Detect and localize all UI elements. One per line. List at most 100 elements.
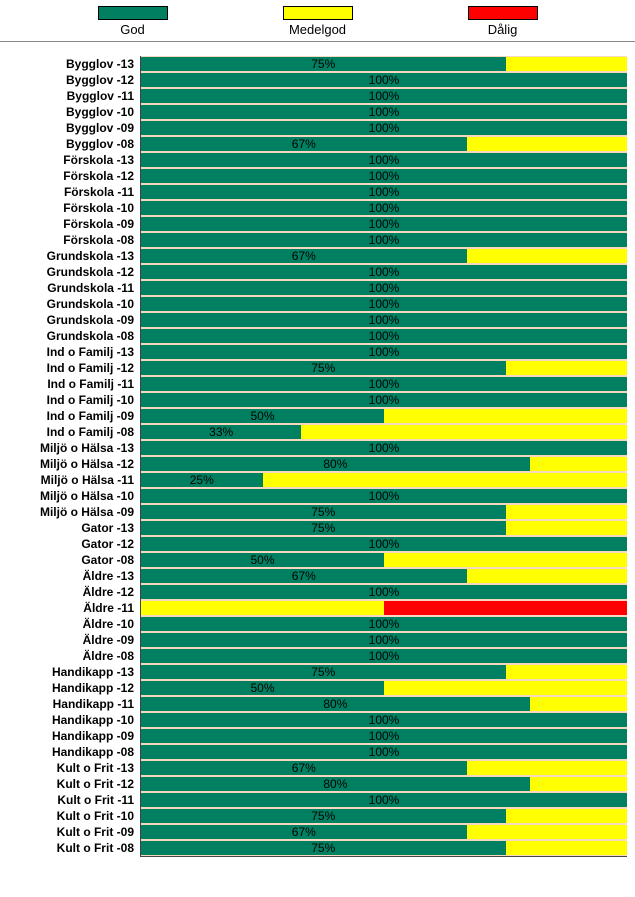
legend-label: God <box>120 22 145 37</box>
bar-row: 100% <box>141 152 627 168</box>
y-label: Gator -13 <box>0 520 140 536</box>
value-label: 75% <box>311 361 335 375</box>
y-label: Kult o Frit -13 <box>0 760 140 776</box>
plot-area: 75%100%100%100%100%67%100%100%100%100%10… <box>140 56 627 857</box>
bar-row: 100% <box>141 632 627 648</box>
y-label: Äldre -11 <box>0 600 140 616</box>
y-label: Kult o Frit -11 <box>0 792 140 808</box>
bar-row: 100% <box>141 744 627 760</box>
y-label: Kult o Frit -10 <box>0 808 140 824</box>
y-label: Ind o Familj -12 <box>0 360 140 376</box>
bar-row: 100% <box>141 232 627 248</box>
y-label: Grundskola -11 <box>0 280 140 296</box>
bar-row: 50% <box>141 408 627 424</box>
y-label: Grundskola -08 <box>0 328 140 344</box>
bar-row: 100% <box>141 104 627 120</box>
bar-segment-medel <box>530 777 627 791</box>
value-label: 100% <box>369 617 400 631</box>
value-label: 100% <box>369 745 400 759</box>
legend-label: Dålig <box>488 22 518 37</box>
bar-row: 75% <box>141 808 627 824</box>
value-label: 67% <box>292 761 316 775</box>
y-label: Kult o Frit -09 <box>0 824 140 840</box>
value-label: 100% <box>369 73 400 87</box>
y-label: Äldre -12 <box>0 584 140 600</box>
bar-segment-medel <box>467 137 627 151</box>
y-label: Förskola -08 <box>0 232 140 248</box>
legend-swatch <box>283 6 353 20</box>
bar-row: 100% <box>141 296 627 312</box>
bar-row: 75% <box>141 664 627 680</box>
value-label: 50% <box>250 681 274 695</box>
legend-item: Medelgod <box>283 6 353 37</box>
bar-row: 75% <box>141 840 627 856</box>
y-label: Grundskola -09 <box>0 312 140 328</box>
value-label: 80% <box>323 697 347 711</box>
bar-row: 100% <box>141 392 627 408</box>
bar-segment-medel <box>384 553 627 567</box>
y-label: Bygglov -08 <box>0 136 140 152</box>
value-label: 100% <box>369 537 400 551</box>
bar-row: 75% <box>141 504 627 520</box>
value-label: 100% <box>369 89 400 103</box>
stacked-bar-chart: Bygglov -13Bygglov -12Bygglov -11Bygglov… <box>0 42 635 857</box>
y-label: Ind o Familj -11 <box>0 376 140 392</box>
value-label: 100% <box>369 489 400 503</box>
value-label: 67% <box>292 137 316 151</box>
y-label: Grundskola -12 <box>0 264 140 280</box>
value-label: 50% <box>250 553 274 567</box>
bar-row: 100% <box>141 184 627 200</box>
bar-row: 100% <box>141 488 627 504</box>
y-label: Miljö o Hälsa -13 <box>0 440 140 456</box>
y-label: Bygglov -09 <box>0 120 140 136</box>
bar-row: 100% <box>141 584 627 600</box>
bar-row: 67% <box>141 824 627 840</box>
y-label: Kult o Frit -08 <box>0 840 140 856</box>
bar-row: 100% <box>141 648 627 664</box>
bar-row: 100% <box>141 536 627 552</box>
bar-row: 100% <box>141 88 627 104</box>
bar-row: 100% <box>141 72 627 88</box>
value-label: 100% <box>369 265 400 279</box>
bar-row: 100% <box>141 728 627 744</box>
y-label: Miljö o Hälsa -10 <box>0 488 140 504</box>
value-label: 100% <box>369 185 400 199</box>
bar-row: 33% <box>141 424 627 440</box>
value-label: 100% <box>369 281 400 295</box>
bar-row: 67% <box>141 248 627 264</box>
bar-row: 100% <box>141 312 627 328</box>
y-label: Gator -12 <box>0 536 140 552</box>
value-label: 100% <box>369 201 400 215</box>
bar-segment-medel <box>384 681 627 695</box>
bar-row: 100% <box>141 376 627 392</box>
value-label: 100% <box>369 217 400 231</box>
bar-row: 50% <box>141 680 627 696</box>
bar-segment-medel <box>506 665 628 679</box>
y-label: Äldre -08 <box>0 648 140 664</box>
bar-row: 100% <box>141 280 627 296</box>
value-label: 25% <box>190 473 214 487</box>
value-label: 80% <box>323 457 347 471</box>
bar-row: 50% <box>141 552 627 568</box>
bar-row: 80% <box>141 776 627 792</box>
bar-segment-medel <box>263 473 628 487</box>
y-label: Bygglov -11 <box>0 88 140 104</box>
value-label: 100% <box>369 393 400 407</box>
value-label: 100% <box>369 441 400 455</box>
value-label: 100% <box>369 329 400 343</box>
value-label: 100% <box>369 345 400 359</box>
y-label: Handikapp -11 <box>0 696 140 712</box>
y-label: Handikapp -10 <box>0 712 140 728</box>
y-label: Ind o Familj -13 <box>0 344 140 360</box>
value-label: 100% <box>369 713 400 727</box>
value-label: 75% <box>311 57 335 71</box>
bar-row: 80% <box>141 696 627 712</box>
bar-row: 100% <box>141 712 627 728</box>
bar-segment-medel <box>467 249 627 263</box>
bar-row: 100% <box>141 200 627 216</box>
y-label: Miljö o Hälsa -11 <box>0 472 140 488</box>
value-label: 100% <box>369 297 400 311</box>
y-label: Äldre -13 <box>0 568 140 584</box>
value-label: 75% <box>311 841 335 855</box>
y-label: Handikapp -13 <box>0 664 140 680</box>
